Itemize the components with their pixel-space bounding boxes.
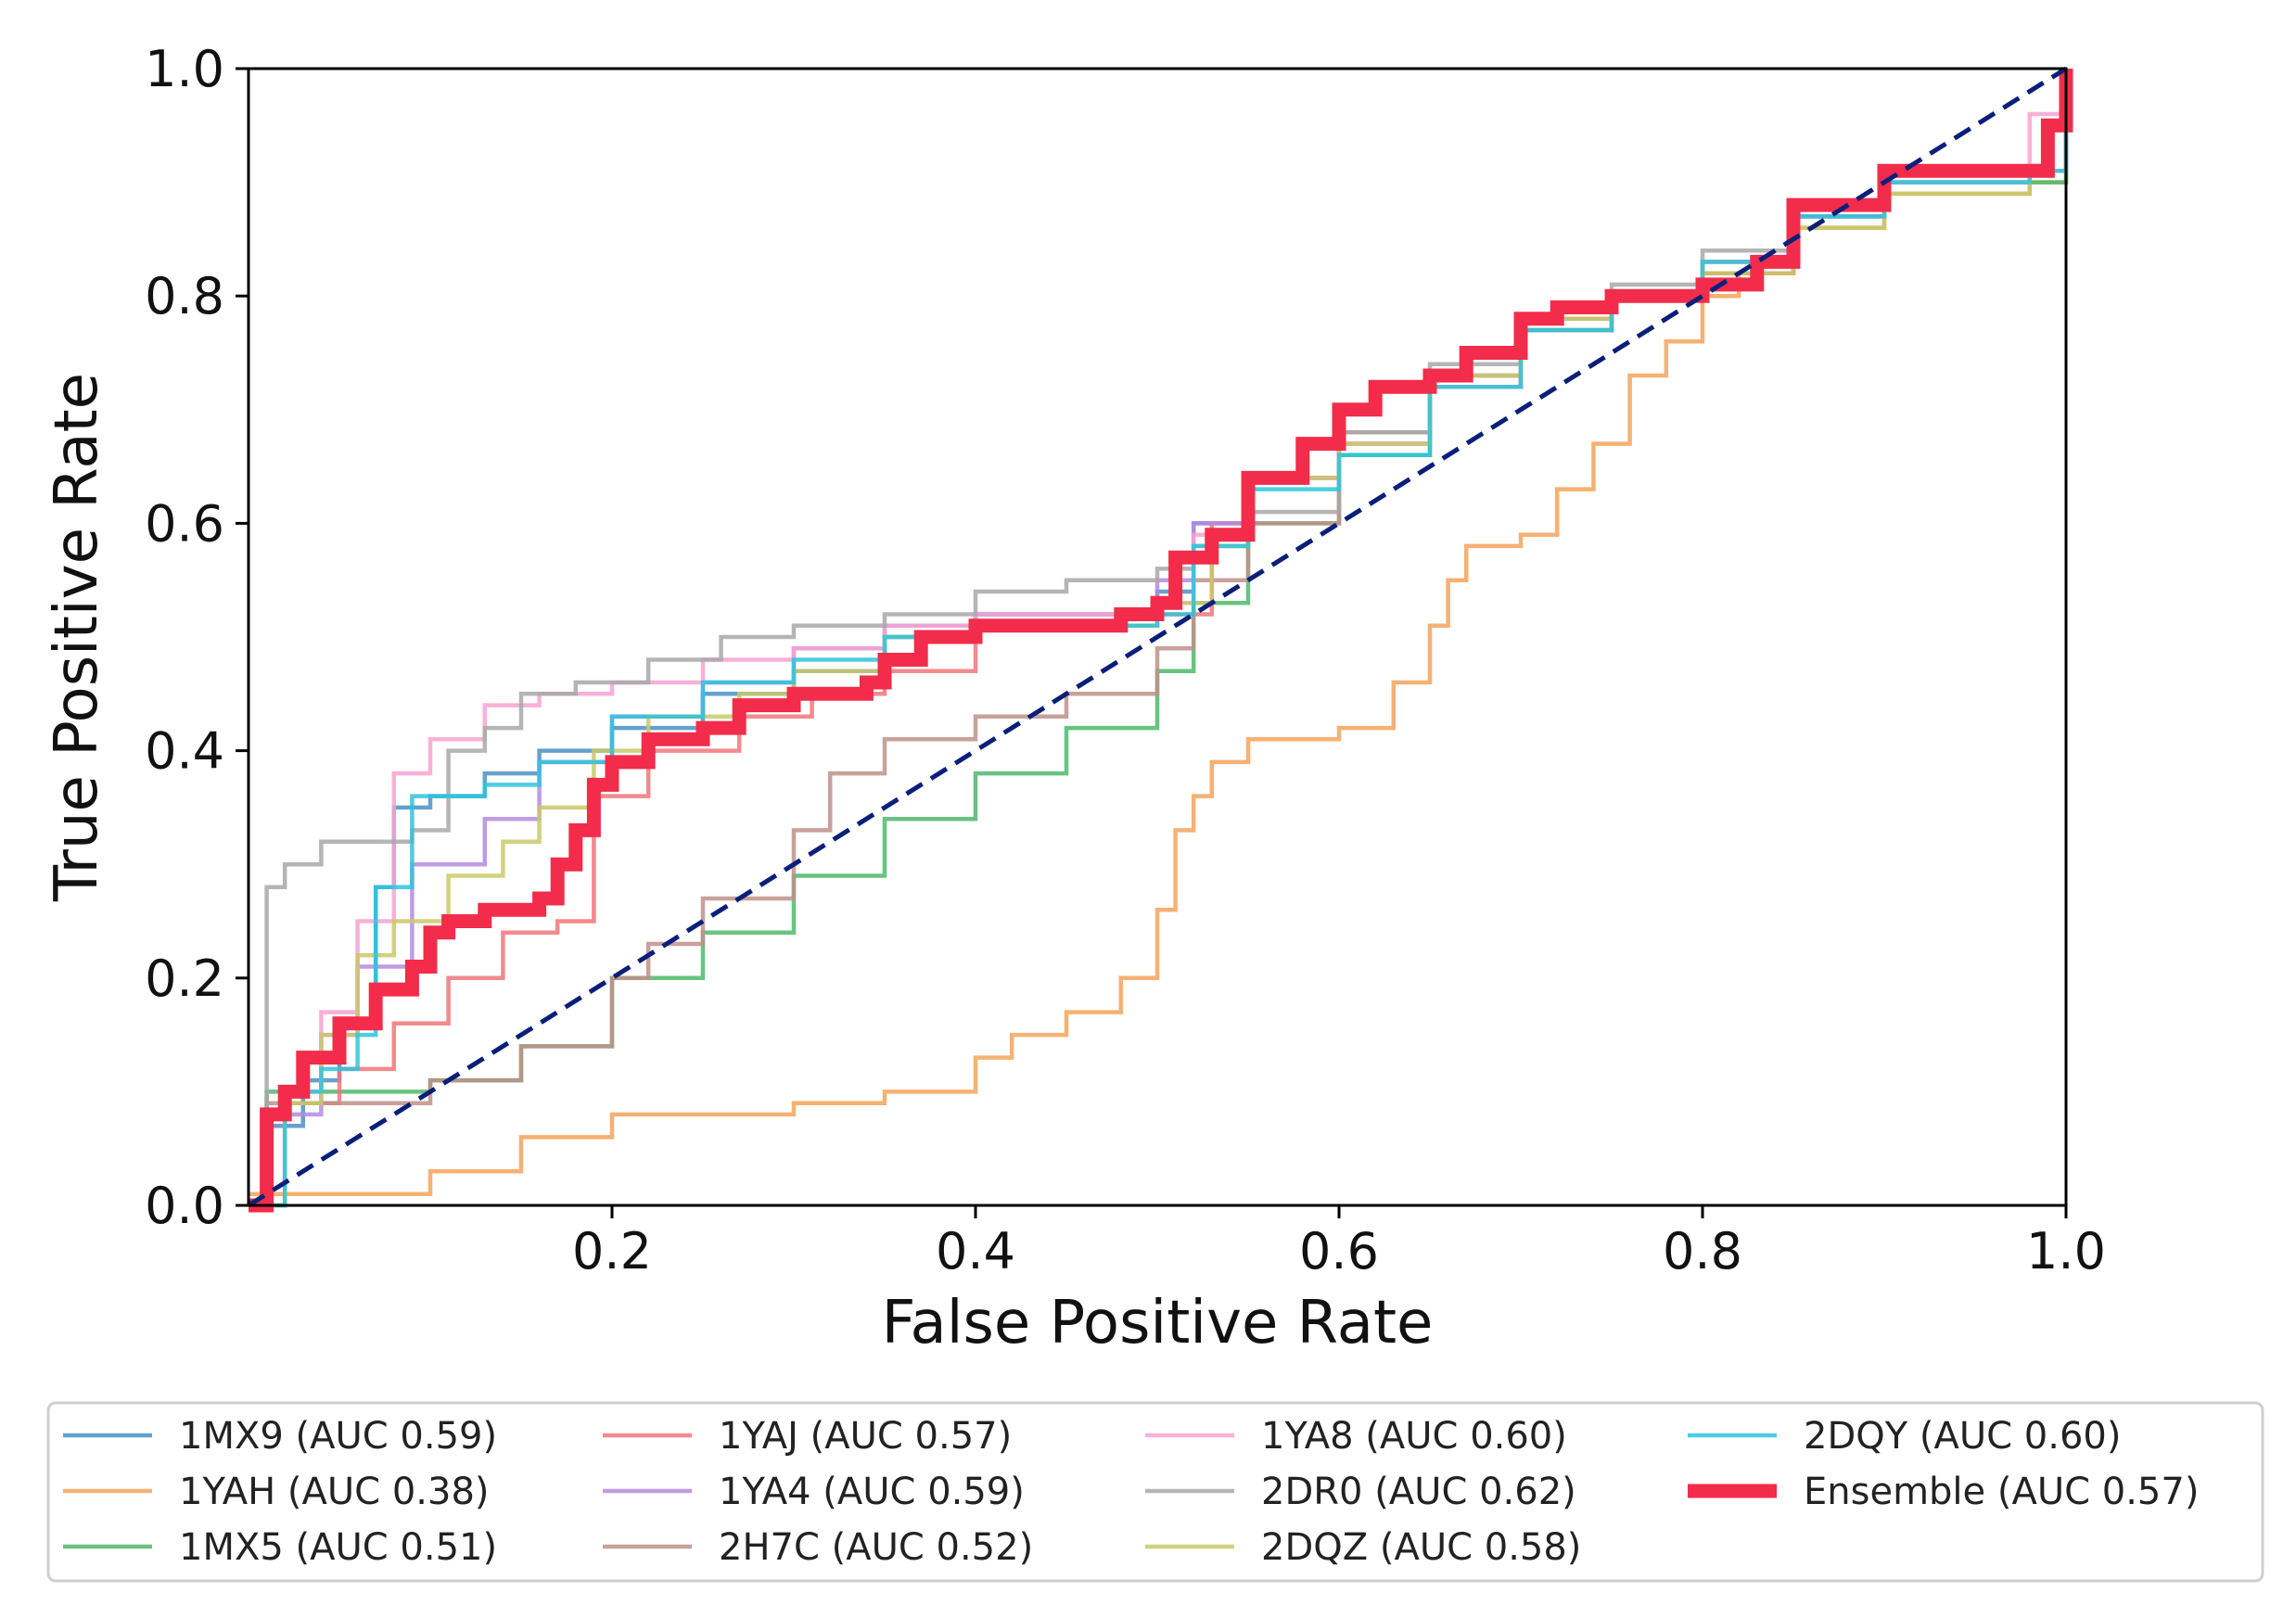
y-tick-label: 0.6 [145, 494, 224, 553]
series-line-5 [249, 125, 2069, 1208]
x-tick-label: 0.6 [1299, 1222, 1379, 1280]
y-tick-label: 0.2 [145, 949, 224, 1008]
legend-label-5: 2H7C (AUC 0.52) [719, 1526, 1033, 1569]
y-tick-label: 0.4 [145, 722, 224, 781]
x-tick-label: 0.8 [1663, 1222, 1742, 1280]
y-tick-label: 0.0 [145, 1177, 224, 1235]
y-axis-label: True Positive Rate [43, 373, 111, 902]
legend-label-8: 2DQZ (AUC 0.58) [1261, 1526, 1581, 1569]
chance-line [247, 66, 2068, 1208]
legend-label-3: 1YAJ (AUC 0.57) [719, 1415, 1012, 1458]
legend: 1MX9 (AUC 0.59) 1YAH (AUC 0.38) 1MX5 (AUC … [46, 1401, 2264, 1583]
legend-label-1: 1YAH (AUC 0.38) [179, 1471, 490, 1513]
legend-label-0: 1MX9 (AUC 0.59) [179, 1415, 497, 1458]
x-tick-label: 0.4 [936, 1222, 1015, 1280]
legend-label-9: 2DQY (AUC 0.60) [1804, 1415, 2121, 1458]
x-tick-label: 1.0 [2026, 1222, 2106, 1280]
y-tick-label: 0.8 [145, 267, 224, 325]
y-axis-ticks: 0.0 0.2 0.4 0.6 0.8 1.0 [145, 40, 249, 1235]
plot-frame [247, 67, 2068, 1207]
x-axis-label: False Positive Rate [882, 1289, 1434, 1357]
legend-label-7: 2DR0 (AUC 0.62) [1261, 1471, 1576, 1513]
x-tick-label: 0.2 [572, 1222, 652, 1280]
y-tick-label: 1.0 [145, 40, 224, 98]
legend-label-6: 1YA8 (AUC 0.60) [1261, 1415, 1567, 1458]
x-axis-ticks: 0.2 0.4 0.6 0.8 1.0 [572, 1205, 2106, 1280]
legend-label-4: 1YA4 (AUC 0.59) [719, 1471, 1025, 1513]
series-line-1 [249, 125, 2069, 1196]
legend-label-2: 1MX5 (AUC 0.51) [179, 1526, 497, 1569]
series-line-10 [249, 69, 2073, 1213]
legend-label-10: Ensemble (AUC 0.57) [1804, 1471, 2199, 1513]
